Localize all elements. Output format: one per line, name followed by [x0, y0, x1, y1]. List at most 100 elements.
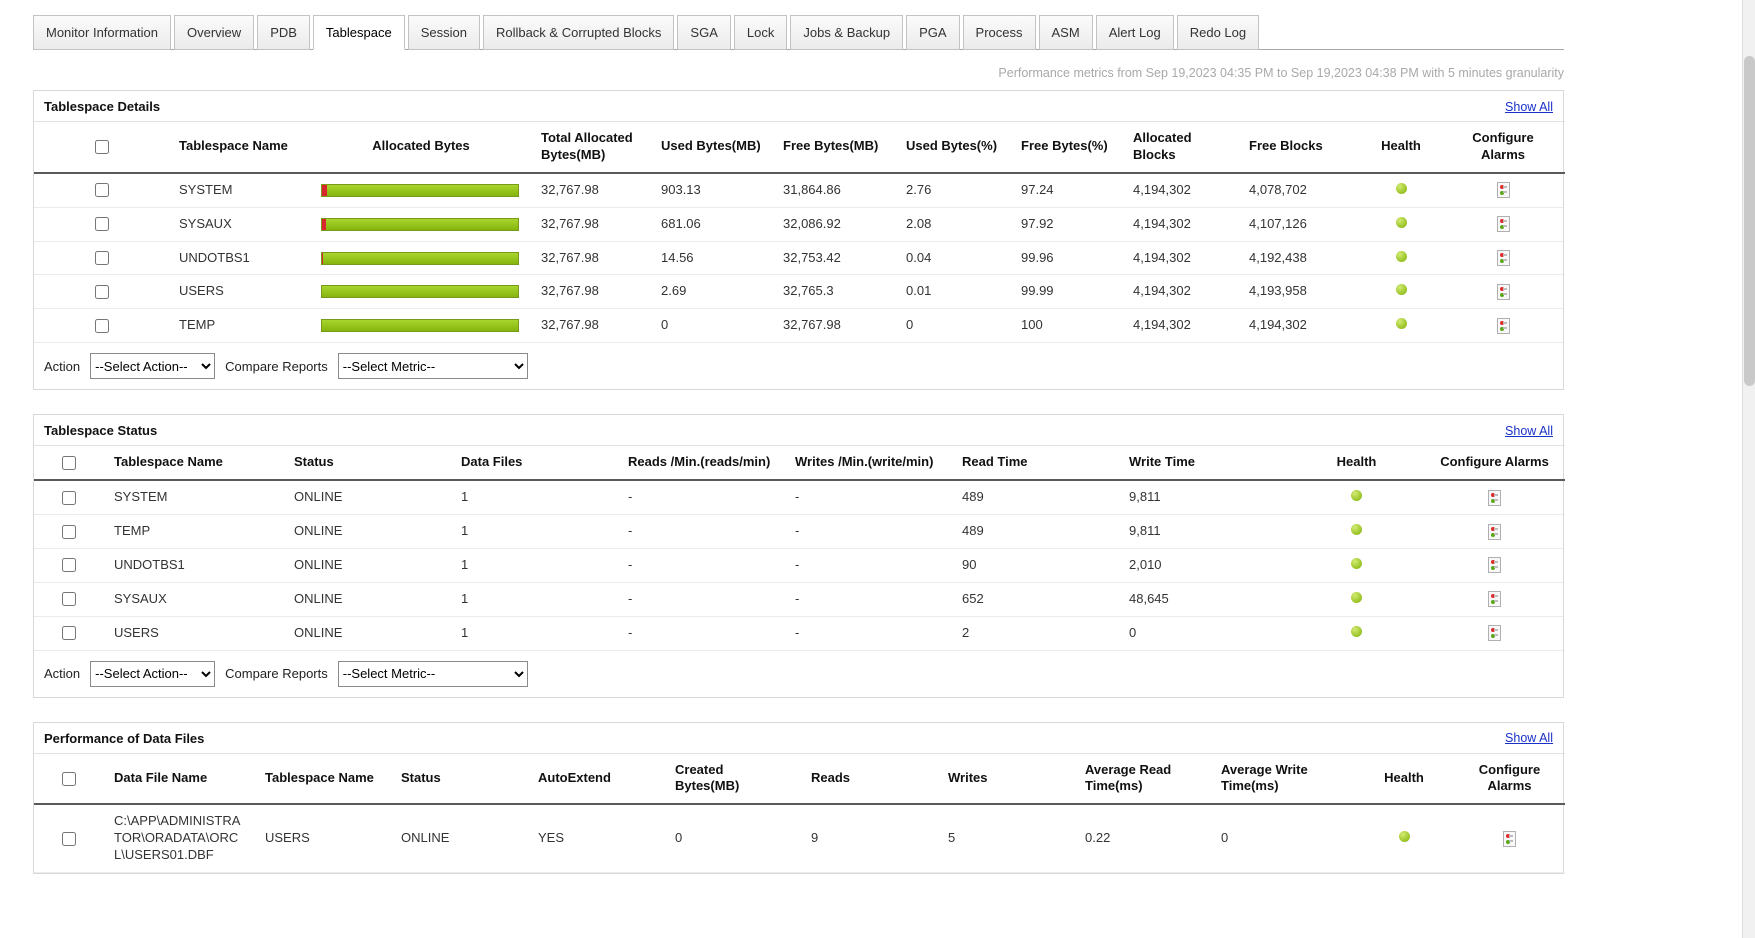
- configure-alarms-icon[interactable]: [1488, 557, 1501, 574]
- row-checkbox[interactable]: [62, 558, 76, 573]
- vertical-scrollbar[interactable]: [1742, 0, 1755, 938]
- col-header-status: Status: [391, 752, 528, 806]
- col-header-reads: Reads: [801, 752, 938, 806]
- free-mb-cell: 32,767.98: [773, 308, 896, 344]
- show-all-link[interactable]: Show All: [1505, 731, 1553, 746]
- col-header-writes: Writes: [938, 752, 1075, 806]
- allocated-bytes-bar: [321, 183, 519, 197]
- select-all-checkbox[interactable]: [94, 140, 109, 154]
- read-time-cell: 90: [952, 548, 1119, 583]
- table-row: SYSTEM ONLINE 1- -489 9,811: [34, 480, 1565, 516]
- tab-rollback-corrupted-blocks[interactable]: Rollback & Corrupted Blocks: [482, 15, 675, 50]
- tab-process[interactable]: Process: [962, 15, 1036, 50]
- allocated-bytes-bar-cell: [311, 207, 531, 242]
- data-files-performance-table: Data File Name Tablespace Name Status Au…: [34, 752, 1565, 874]
- free-mb-cell: 31,864.86: [773, 172, 896, 208]
- row-select-cell: [34, 514, 104, 549]
- col-header-tablespace-name: Tablespace Name: [169, 120, 311, 174]
- configure-alarms-icon[interactable]: [1503, 830, 1516, 847]
- configure-alarms-icon[interactable]: [1496, 317, 1510, 334]
- tab-pdb[interactable]: PDB: [257, 15, 310, 50]
- configure-alarms-cell: [1441, 241, 1565, 276]
- table-row: SYSTEM 32,767.98 903.13 31,864.86 2.76 97.24 4…: [34, 172, 1565, 208]
- configure-alarms-icon[interactable]: [1488, 489, 1501, 506]
- health-cell: [1361, 172, 1441, 208]
- tab-lock[interactable]: Lock: [733, 15, 788, 50]
- metric-select[interactable]: --Select Metric--: [337, 353, 528, 380]
- tab-session[interactable]: Session: [407, 15, 480, 50]
- row-checkbox[interactable]: [62, 490, 76, 505]
- row-checkbox[interactable]: [62, 831, 76, 846]
- select-all-checkbox[interactable]: [62, 455, 76, 470]
- tab-jobs-backup[interactable]: Jobs & Backup: [790, 15, 904, 50]
- row-select-cell: [34, 274, 169, 310]
- health-status-icon: [1351, 524, 1362, 536]
- write-time-cell: 48,645: [1119, 582, 1289, 617]
- action-select[interactable]: --Select Action--: [90, 660, 216, 687]
- row-checkbox[interactable]: [94, 251, 109, 266]
- configure-alarms-icon[interactable]: [1496, 250, 1510, 267]
- row-checkbox[interactable]: [62, 626, 76, 641]
- free-pct-cell: 97.24: [1011, 172, 1123, 208]
- configure-alarms-icon[interactable]: [1496, 182, 1510, 199]
- configure-alarms-icon[interactable]: [1488, 625, 1501, 642]
- data-file-name-cell: C:\APP\ADMINISTRATOR\ORADATA\ORCL\USERS0…: [104, 804, 255, 874]
- free-blocks-cell: 4,192,438: [1239, 241, 1361, 276]
- col-header-tablespace-name: Tablespace Name: [104, 445, 284, 482]
- row-select-cell: [34, 207, 169, 242]
- row-checkbox[interactable]: [94, 285, 109, 300]
- health-status-icon: [1351, 557, 1362, 569]
- tab-overview[interactable]: Overview: [174, 15, 255, 50]
- used-pct-cell: 0: [896, 308, 1011, 344]
- col-header-allocated-blocks: Allocated Blocks: [1123, 120, 1239, 174]
- write-time-cell: 9,811: [1119, 514, 1289, 549]
- tab-alert-log[interactable]: Alert Log: [1095, 15, 1174, 50]
- tab-monitor-information[interactable]: Monitor Information: [33, 15, 171, 50]
- status-cell: ONLINE: [284, 514, 451, 549]
- col-header-status: Status: [284, 445, 451, 482]
- show-all-link[interactable]: Show All: [1505, 423, 1553, 438]
- section-title: Tablespace Status: [44, 423, 158, 439]
- total-allocated-mb-cell: 32,767.98: [531, 172, 651, 208]
- row-select-cell: [34, 582, 104, 617]
- configure-alarms-icon[interactable]: [1496, 216, 1510, 233]
- write-time-cell: 2,010: [1119, 548, 1289, 583]
- show-all-link[interactable]: Show All: [1505, 99, 1553, 114]
- tab-asm[interactable]: ASM: [1038, 15, 1093, 50]
- configure-alarms-icon[interactable]: [1488, 523, 1501, 540]
- status-cell: ONLINE: [284, 582, 451, 617]
- health-status-icon: [1351, 490, 1362, 502]
- reads-min-cell: -: [618, 616, 785, 651]
- status-cell: ONLINE: [284, 548, 451, 583]
- configure-alarms-icon[interactable]: [1488, 591, 1501, 608]
- metric-select[interactable]: --Select Metric--: [337, 660, 528, 687]
- allocated-blocks-cell: 4,194,302: [1123, 207, 1239, 242]
- row-checkbox[interactable]: [62, 524, 76, 539]
- configure-alarms-cell: [1441, 172, 1565, 208]
- select-all-checkbox[interactable]: [62, 771, 76, 786]
- row-select-cell: [34, 480, 104, 516]
- tab-pga[interactable]: PGA: [906, 15, 960, 50]
- row-checkbox[interactable]: [94, 217, 109, 232]
- row-select-cell: [34, 241, 169, 276]
- tab-redo-log[interactable]: Redo Log: [1176, 15, 1260, 50]
- row-checkbox[interactable]: [62, 592, 76, 607]
- used-mb-cell: 903.13: [651, 172, 773, 208]
- configure-alarms-cell: [1424, 480, 1565, 516]
- row-checkbox[interactable]: [94, 318, 109, 333]
- row-select-cell: [34, 172, 169, 208]
- tab-sga[interactable]: SGA: [677, 15, 731, 50]
- configure-alarms-icon[interactable]: [1496, 284, 1510, 301]
- health-status-icon: [1395, 318, 1407, 330]
- action-select[interactable]: --Select Action--: [90, 353, 216, 380]
- name-cell: USERS: [104, 616, 284, 651]
- table-row: UNDOTBS1 ONLINE 1- -90 2,010: [34, 548, 1565, 583]
- scrollbar-thumb[interactable]: [1744, 56, 1755, 386]
- row-checkbox[interactable]: [94, 183, 109, 198]
- reads-cell: 9: [801, 804, 938, 874]
- col-header-avg-write-time: Average Write Time(ms): [1211, 752, 1354, 806]
- tab-tablespace[interactable]: Tablespace: [312, 15, 405, 50]
- col-header-writes-min: Writes /Min.(write/min): [785, 445, 952, 482]
- total-allocated-mb-cell: 32,767.98: [531, 274, 651, 310]
- action-label: Action: [44, 666, 81, 682]
